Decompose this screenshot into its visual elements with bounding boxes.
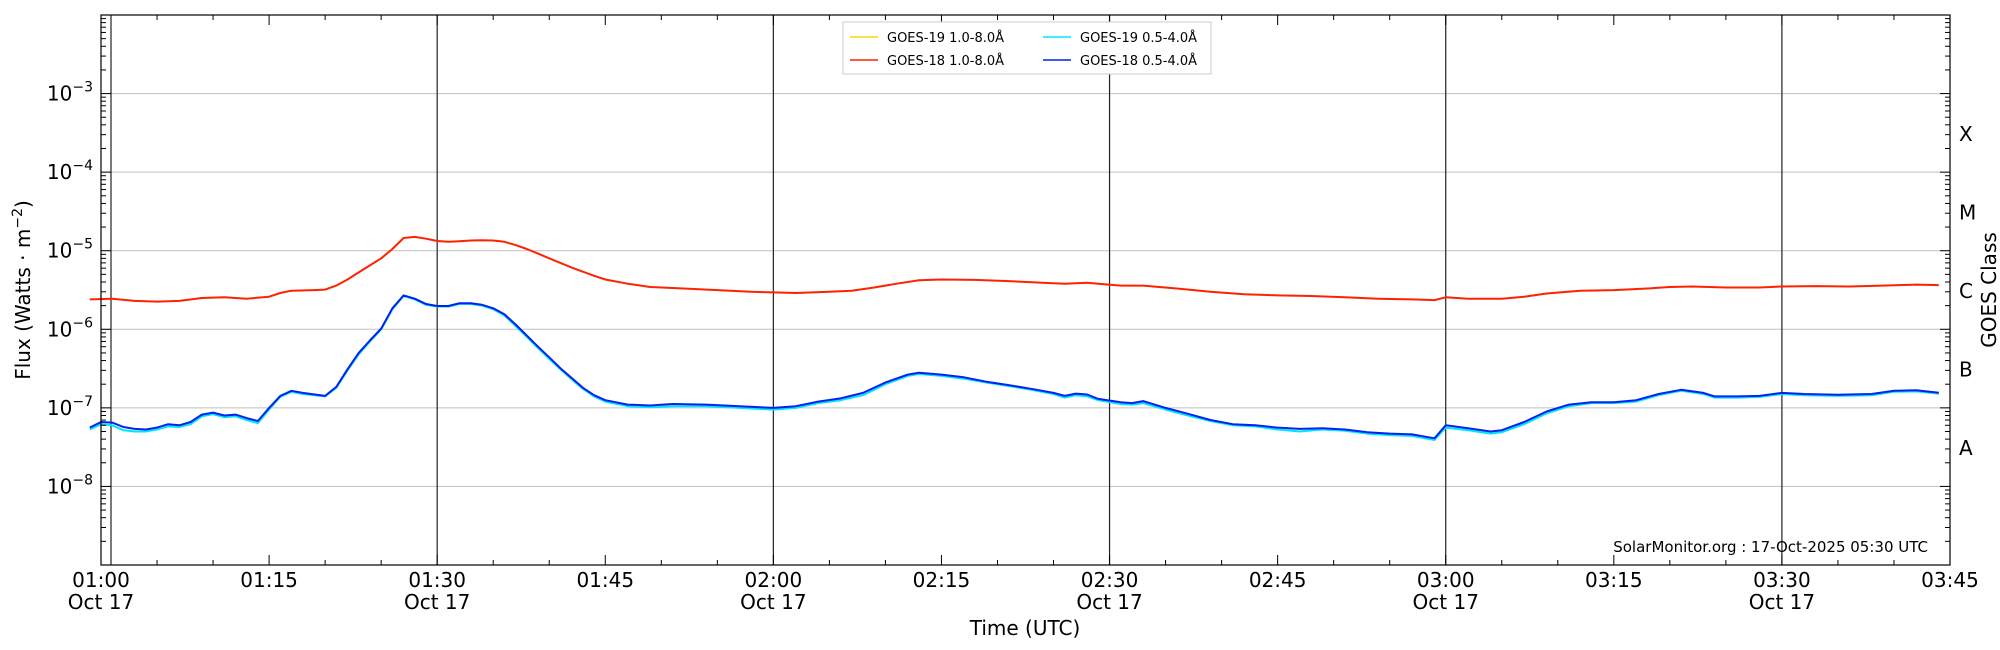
x-tick-date-label: Oct 17	[1413, 590, 1479, 614]
y-tick-label-exponent: −5	[72, 237, 93, 253]
y-tick-label-exponent: −6	[72, 315, 93, 331]
y-tick-label: 10−6	[47, 315, 93, 341]
y-tick-label: 10−7	[47, 394, 93, 420]
y-tick-label-base: 10	[47, 239, 72, 263]
legend-entry-label: GOES-19 0.5-4.0Å	[1080, 30, 1197, 46]
series-layer	[89, 235, 1939, 441]
x-tick-date-label: Oct 17	[1076, 590, 1142, 614]
goes-class-label: B	[1959, 358, 1973, 382]
y-tick-label: 10−4	[47, 158, 93, 184]
goes-class-label: A	[1959, 436, 1973, 460]
x-tick-label: 03:30	[1753, 568, 1811, 592]
x-tick-label: 03:15	[1585, 568, 1643, 592]
y-tick-label-base: 10	[47, 396, 72, 420]
x-tick-date-label: Oct 17	[404, 590, 470, 614]
goes-class-label: X	[1959, 122, 1973, 146]
series-line-goes-18-0-5-4-0	[89, 294, 1939, 440]
credit-text: SolarMonitor.org : 17-Oct-2025 05:30 UTC	[1613, 538, 1928, 556]
goes-class-label: M	[1959, 200, 1976, 224]
x-tick-label: 02:15	[913, 568, 971, 592]
legend-entry-label: GOES-18 0.5-4.0Å	[1080, 53, 1197, 69]
x-tick-label: 03:00	[1417, 568, 1475, 592]
y-tick-label-exponent: −3	[72, 80, 93, 96]
tick-layer	[100, 15, 1951, 566]
y-tick-label: 10−8	[47, 472, 93, 498]
y-tick-label-base: 10	[47, 82, 72, 106]
y-tick-label-base: 10	[47, 474, 72, 498]
plot-frame	[100, 14, 1951, 566]
x-tick-date-label: Oct 17	[1749, 590, 1815, 614]
y-tick-label-exponent: −4	[72, 158, 93, 174]
y-tick-label: 10−3	[47, 80, 93, 106]
grid-layer	[101, 93, 1950, 487]
x-tick-label: 01:00	[72, 568, 130, 592]
y-axis-title-main: Flux (Watts · m	[11, 229, 35, 380]
legend: GOES-19 1.0-8.0Å GOES-18 1.0-8.0Å GOES-19 …	[842, 21, 1212, 75]
y-axis-title-close: )	[11, 200, 35, 208]
legend-box	[842, 21, 1212, 75]
y-axis-title: Flux (Watts · m−2)	[10, 200, 35, 380]
y-tick-label-exponent: −8	[72, 472, 93, 488]
date-vertical-lines	[110, 15, 1783, 565]
x-tick-label: 01:15	[240, 568, 298, 592]
x-tick-label: 01:45	[576, 568, 634, 592]
x-tick-label: 02:30	[1081, 568, 1139, 592]
y-axis-title-superscript: −2	[10, 208, 26, 229]
y-tick-label-exponent: −7	[72, 394, 93, 410]
x-tick-label: 02:45	[1249, 568, 1307, 592]
y-tick-label-base: 10	[47, 160, 72, 184]
y-tick-label: 10−5	[47, 237, 93, 263]
x-tick-label: 03:45	[1921, 568, 1979, 592]
series-line-goes-18-1-0-8-0	[89, 235, 1939, 303]
x-tick-date-label: Oct 17	[740, 590, 806, 614]
legend-entry-label: GOES-18 1.0-8.0Å	[887, 53, 1004, 69]
legend-entry-label: GOES-19 1.0-8.0Å	[887, 30, 1004, 46]
x-axis-title: Time (UTC)	[969, 616, 1081, 640]
x-tick-label: 02:00	[745, 568, 803, 592]
goes-class-label: C	[1959, 279, 1973, 303]
x-tick-label: 01:30	[408, 568, 466, 592]
x-tick-date-label: Oct 17	[68, 590, 134, 614]
y-tick-label-base: 10	[47, 317, 72, 341]
goes-class-axis-title: GOES Class	[1977, 232, 2000, 348]
